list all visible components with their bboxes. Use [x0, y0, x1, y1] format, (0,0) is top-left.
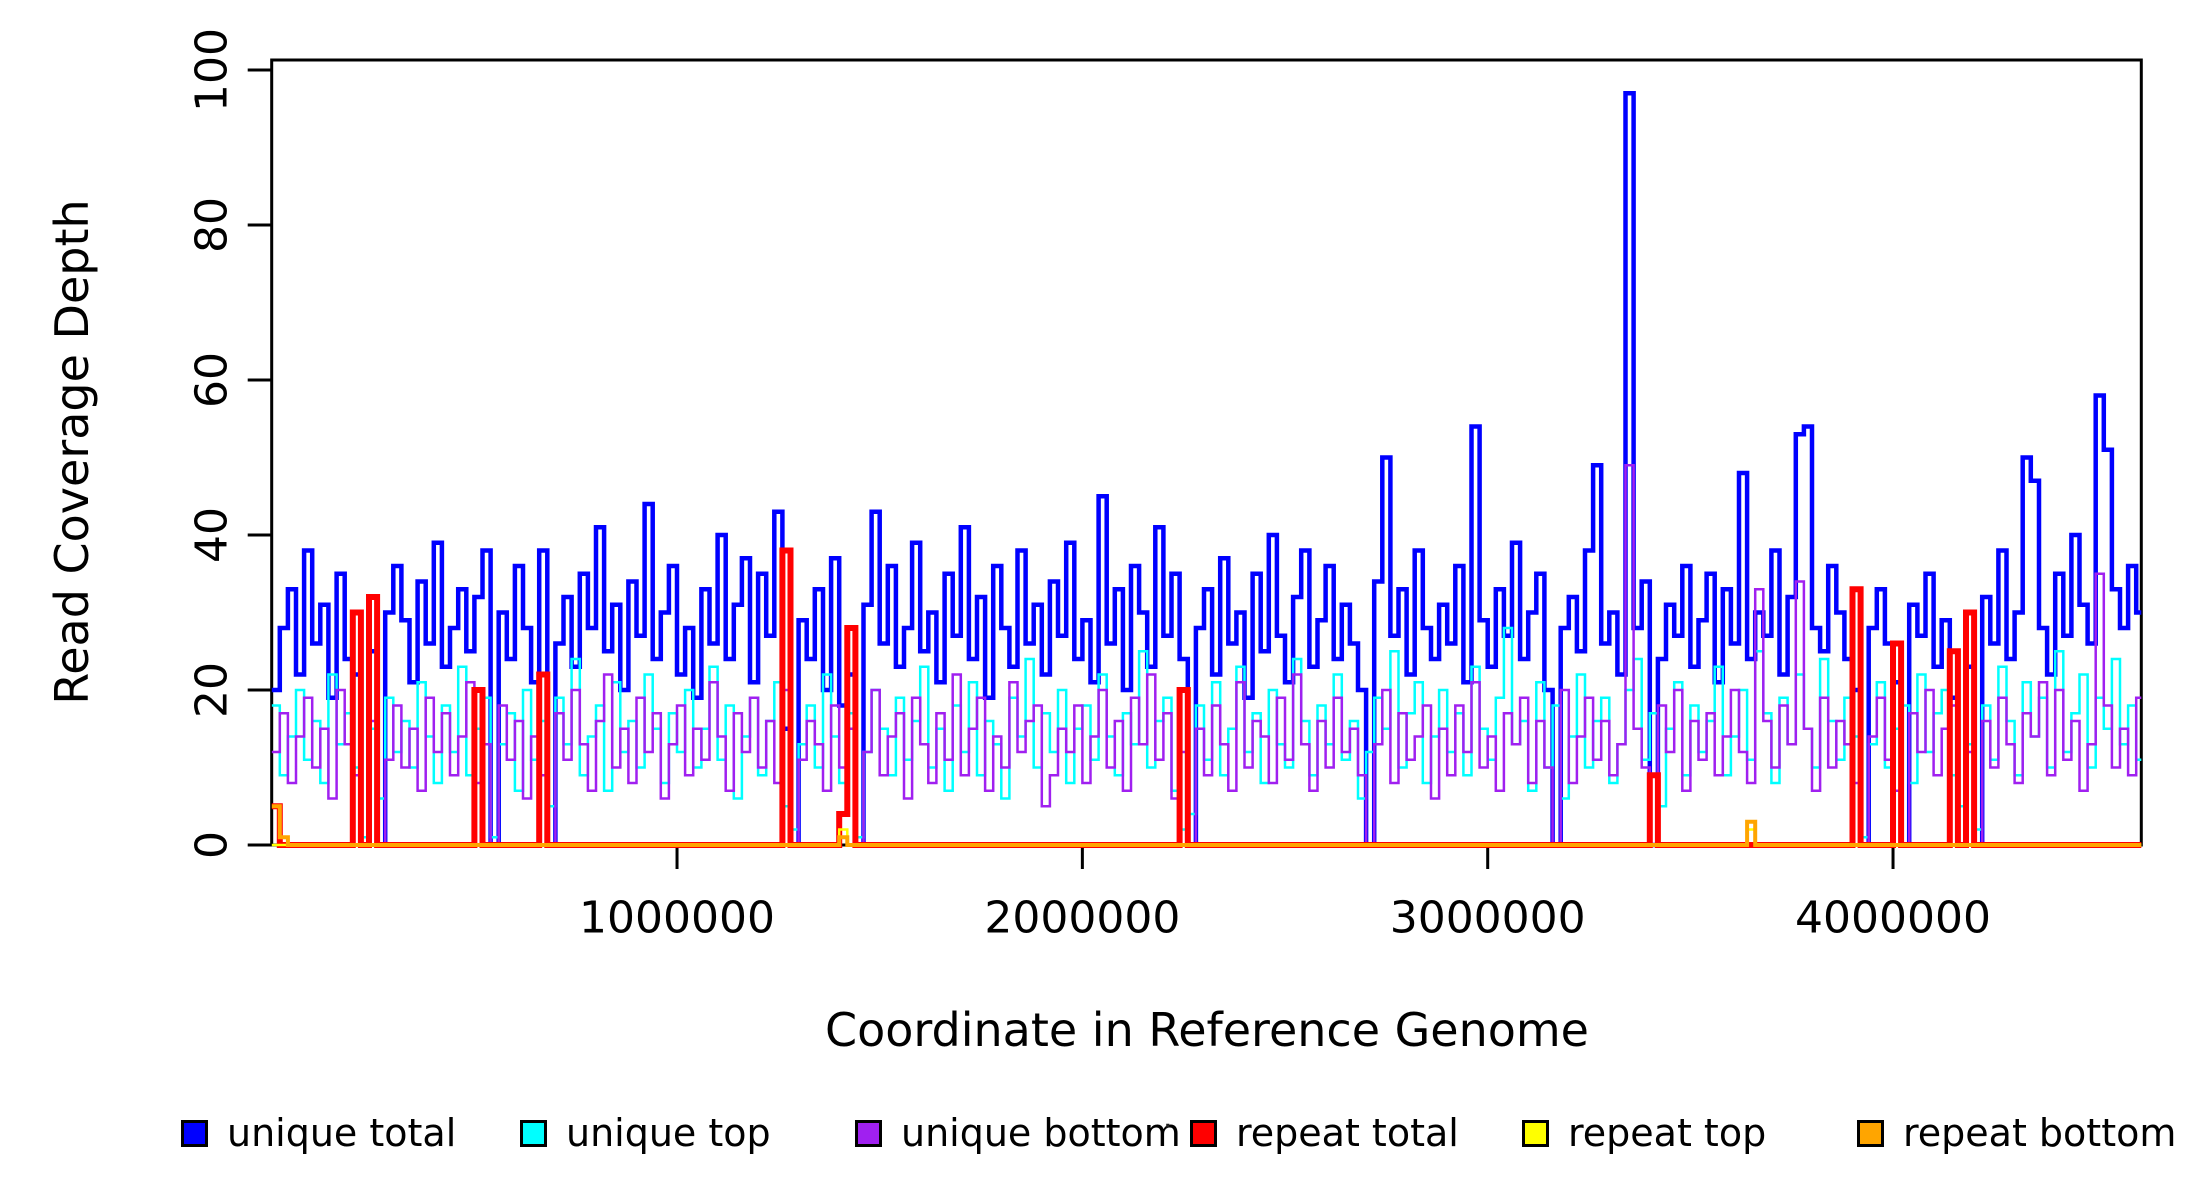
x-tick-label: 4000000 [1795, 893, 1991, 944]
series-repeat-bottom [271, 804, 2142, 847]
y-tick-label: 100 [187, 28, 238, 112]
x-axis: 1000000 2000000 3000000 4000000 [579, 845, 1991, 944]
y-tick-label: 20 [187, 662, 238, 718]
x-tick-label: 2000000 [984, 893, 1180, 944]
series-group [271, 91, 2142, 848]
series-unique-top [271, 626, 2142, 839]
y-tick-label: 60 [187, 352, 238, 408]
x-axis-title: Coordinate in Reference Genome [825, 1003, 1589, 1057]
y-tick-label: 80 [187, 197, 238, 253]
y-axis: 0 20 40 60 80 100 [187, 28, 272, 859]
y-tick-label: 0 [187, 831, 238, 859]
y-axis-title: Read Coverage Depth [45, 199, 99, 705]
series-repeat-total [271, 547, 2142, 848]
y-tick-label: 40 [187, 507, 238, 563]
series-unique-total [271, 91, 2142, 848]
series-unique-bottom [271, 464, 2142, 847]
stray-dot: · [1163, 1109, 1173, 1144]
x-tick-label: 1000000 [579, 893, 775, 944]
x-tick-label: 3000000 [1390, 893, 1586, 944]
